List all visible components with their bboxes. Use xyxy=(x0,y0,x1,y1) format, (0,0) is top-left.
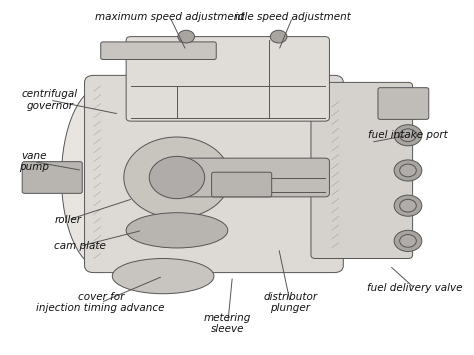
Circle shape xyxy=(394,160,422,181)
Text: maximum speed adjustment: maximum speed adjustment xyxy=(95,12,245,22)
Circle shape xyxy=(270,30,287,43)
Circle shape xyxy=(400,129,416,142)
FancyBboxPatch shape xyxy=(378,88,429,119)
Text: metering
sleeve: metering sleeve xyxy=(204,313,252,334)
Ellipse shape xyxy=(62,86,145,269)
Circle shape xyxy=(400,235,416,247)
Text: centrifugal
governor: centrifugal governor xyxy=(22,89,78,111)
Text: cam plate: cam plate xyxy=(54,241,106,251)
Text: idle speed adjustment: idle speed adjustment xyxy=(235,12,350,22)
Text: roller: roller xyxy=(55,215,82,225)
FancyBboxPatch shape xyxy=(211,172,272,197)
FancyBboxPatch shape xyxy=(126,37,329,121)
Text: distributor
plunger: distributor plunger xyxy=(263,292,317,313)
Circle shape xyxy=(178,30,194,43)
Ellipse shape xyxy=(112,258,214,294)
Text: fuel intake port: fuel intake port xyxy=(368,130,448,140)
Circle shape xyxy=(124,137,230,218)
Circle shape xyxy=(394,195,422,216)
Text: fuel delivery valve: fuel delivery valve xyxy=(367,283,463,294)
Circle shape xyxy=(400,164,416,177)
FancyBboxPatch shape xyxy=(84,75,343,273)
Circle shape xyxy=(394,230,422,251)
FancyBboxPatch shape xyxy=(101,42,216,60)
FancyBboxPatch shape xyxy=(22,162,82,193)
FancyBboxPatch shape xyxy=(173,158,329,197)
Ellipse shape xyxy=(126,213,228,248)
Circle shape xyxy=(400,200,416,212)
FancyBboxPatch shape xyxy=(311,82,412,258)
Text: cover for
injection timing advance: cover for injection timing advance xyxy=(36,292,165,313)
Circle shape xyxy=(149,156,205,199)
Text: vane
pump: vane pump xyxy=(19,151,49,173)
Circle shape xyxy=(394,125,422,146)
